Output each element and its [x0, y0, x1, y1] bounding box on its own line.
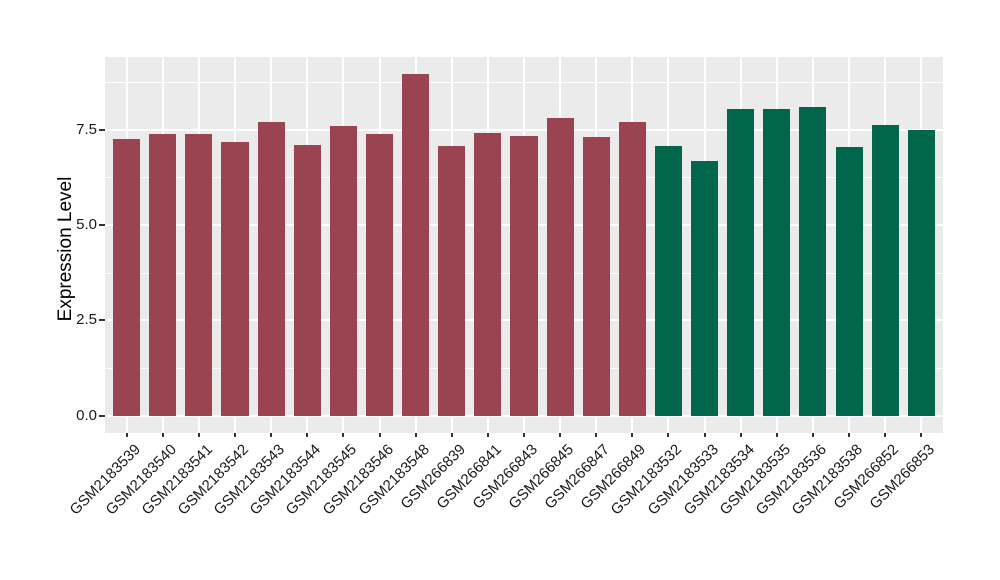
y-tick-mark	[99, 223, 105, 226]
x-tick-mark	[523, 433, 525, 437]
bar	[257, 121, 285, 416]
y-axis-title: Expression Level	[55, 176, 76, 322]
bar	[185, 134, 213, 416]
x-tick-mark	[920, 433, 923, 437]
x-tick-mark	[342, 433, 345, 437]
bar	[474, 132, 502, 416]
x-tick-mark	[378, 433, 381, 437]
bar	[510, 136, 538, 416]
y-tick-label: 5.0	[76, 215, 97, 233]
bar	[149, 134, 177, 416]
bar	[654, 145, 683, 416]
x-tick-mark	[848, 433, 851, 437]
bar	[763, 108, 791, 416]
x-tick-mark	[414, 433, 417, 437]
bar	[402, 74, 430, 416]
x-tick-mark	[234, 433, 237, 437]
bar	[618, 121, 646, 416]
y-tick-mark	[99, 319, 105, 322]
bar	[835, 147, 863, 416]
x-tick-mark	[667, 433, 670, 437]
x-tick-mark	[270, 433, 273, 437]
x-tick-mark	[486, 433, 489, 437]
bar	[113, 139, 141, 416]
bar	[546, 118, 574, 416]
bar	[293, 144, 321, 416]
y-tick-mark	[99, 128, 105, 131]
bar	[727, 108, 755, 416]
x-tick-mark	[775, 433, 778, 437]
plot-panel	[105, 57, 943, 433]
x-tick-mark	[306, 433, 309, 437]
y-tick-label: 0.0	[76, 406, 97, 424]
bar	[221, 142, 249, 416]
bar	[438, 145, 466, 416]
x-tick-mark	[703, 433, 706, 437]
bar	[329, 126, 357, 416]
x-tick-mark	[161, 433, 164, 437]
bar	[691, 161, 719, 416]
bar	[907, 130, 935, 416]
bar	[871, 124, 899, 416]
x-tick-mark	[739, 433, 742, 437]
x-tick-mark	[450, 433, 453, 437]
x-tick-mark	[631, 433, 634, 437]
x-tick-mark	[559, 433, 562, 437]
bar	[365, 134, 394, 416]
bar	[799, 106, 827, 416]
bar	[582, 137, 610, 416]
x-tick-mark	[595, 433, 598, 437]
x-tick-mark	[125, 433, 128, 437]
y-tick-label: 2.5	[76, 311, 97, 329]
x-tick-mark	[884, 433, 887, 437]
y-tick-label: 7.5	[76, 120, 97, 138]
x-tick-mark	[197, 433, 200, 437]
x-tick-mark	[811, 433, 814, 437]
y-tick-mark	[99, 414, 105, 417]
